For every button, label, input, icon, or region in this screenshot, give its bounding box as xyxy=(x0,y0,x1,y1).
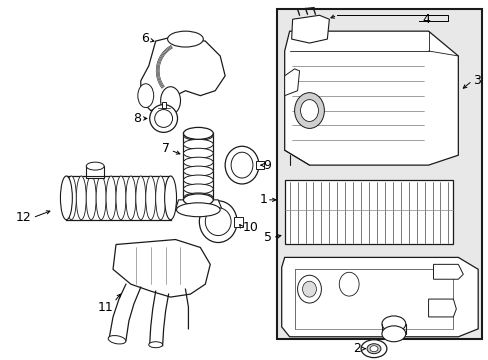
Ellipse shape xyxy=(66,176,76,220)
Ellipse shape xyxy=(381,326,405,342)
Ellipse shape xyxy=(224,146,258,184)
Polygon shape xyxy=(175,200,222,210)
Text: 7: 7 xyxy=(161,142,169,155)
Ellipse shape xyxy=(231,152,252,178)
Text: 1: 1 xyxy=(260,193,267,206)
Ellipse shape xyxy=(183,175,213,185)
Ellipse shape xyxy=(106,176,116,220)
Ellipse shape xyxy=(360,340,386,357)
Text: 10: 10 xyxy=(243,221,258,234)
Polygon shape xyxy=(281,257,477,337)
Ellipse shape xyxy=(199,201,237,243)
Bar xyxy=(255,161,264,169)
Bar xyxy=(234,217,243,227)
Ellipse shape xyxy=(164,176,176,220)
Polygon shape xyxy=(141,36,224,111)
Text: 9: 9 xyxy=(263,159,270,172)
Ellipse shape xyxy=(381,316,405,332)
Ellipse shape xyxy=(183,194,213,206)
Ellipse shape xyxy=(167,31,203,47)
Ellipse shape xyxy=(138,84,153,108)
Bar xyxy=(276,9,481,339)
Ellipse shape xyxy=(176,203,220,217)
Polygon shape xyxy=(113,239,210,297)
Ellipse shape xyxy=(205,208,231,235)
Ellipse shape xyxy=(183,148,213,158)
Text: 8: 8 xyxy=(133,112,141,125)
Text: 5: 5 xyxy=(263,231,271,244)
Text: 3: 3 xyxy=(472,74,480,87)
Polygon shape xyxy=(427,299,455,317)
Polygon shape xyxy=(284,180,452,244)
Polygon shape xyxy=(284,31,457,165)
Ellipse shape xyxy=(86,176,96,220)
Text: 6: 6 xyxy=(141,32,148,45)
Ellipse shape xyxy=(297,275,321,303)
Polygon shape xyxy=(284,69,299,96)
Text: 11: 11 xyxy=(97,301,113,314)
Ellipse shape xyxy=(108,336,125,344)
Ellipse shape xyxy=(183,193,213,203)
Ellipse shape xyxy=(369,346,377,352)
Text: 2: 2 xyxy=(352,342,360,355)
Text: 12: 12 xyxy=(16,211,32,224)
Text: 4: 4 xyxy=(422,13,429,26)
Ellipse shape xyxy=(300,100,318,121)
Polygon shape xyxy=(291,15,328,43)
Ellipse shape xyxy=(116,176,126,220)
Ellipse shape xyxy=(183,184,213,194)
Bar xyxy=(86,166,104,178)
Ellipse shape xyxy=(339,272,358,296)
Ellipse shape xyxy=(183,166,213,176)
Ellipse shape xyxy=(183,130,213,140)
Ellipse shape xyxy=(148,342,163,348)
Ellipse shape xyxy=(183,139,213,149)
Ellipse shape xyxy=(366,344,380,354)
Ellipse shape xyxy=(183,127,213,139)
Ellipse shape xyxy=(161,87,180,114)
Ellipse shape xyxy=(294,93,324,129)
Ellipse shape xyxy=(61,176,72,220)
Ellipse shape xyxy=(76,176,86,220)
Polygon shape xyxy=(433,264,462,279)
Ellipse shape xyxy=(183,157,213,167)
Bar xyxy=(162,102,165,108)
Ellipse shape xyxy=(145,176,155,220)
Ellipse shape xyxy=(86,162,104,170)
Ellipse shape xyxy=(154,109,172,127)
Ellipse shape xyxy=(149,105,177,132)
Ellipse shape xyxy=(96,176,106,220)
Ellipse shape xyxy=(302,281,316,297)
Ellipse shape xyxy=(136,176,145,220)
Ellipse shape xyxy=(155,176,165,220)
Ellipse shape xyxy=(126,176,136,220)
